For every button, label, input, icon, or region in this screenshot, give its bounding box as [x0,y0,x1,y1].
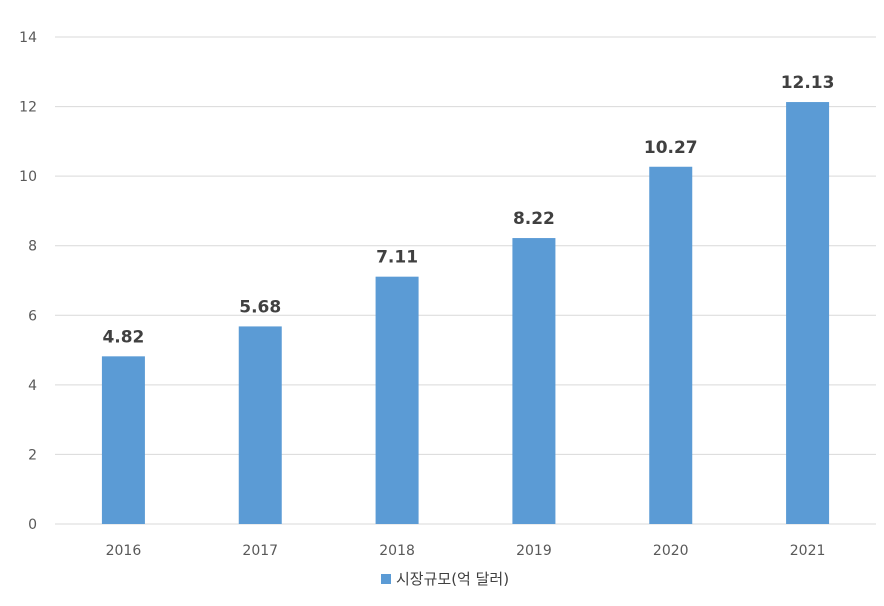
bar-2017 [238,326,282,524]
y-tick-label: 6 [28,308,37,324]
data-label-2019: 8.22 [513,209,555,229]
data-label-2021: 12.13 [781,73,835,93]
bars [101,102,830,524]
data-label-2020: 10.27 [644,138,698,158]
legend-label: 시장규모(억 달러) [396,570,509,588]
x-tick-label-2018: 2018 [379,543,415,559]
gridlines [55,36,876,525]
x-axis-tick-labels: 2016 2017 2018 2019 2020 2021 [106,543,826,559]
x-tick-label-2017: 2017 [242,543,278,559]
data-labels: 4.82 5.68 7.11 8.22 10.27 12.13 [102,73,834,347]
y-tick-label: 4 [28,378,37,394]
y-tick-label: 2 [28,447,37,463]
y-tick-label: 8 [28,239,37,255]
data-label-2018: 7.11 [376,248,418,268]
y-tick-label: 10 [19,169,37,185]
data-label-2016: 4.82 [102,327,144,347]
x-tick-label-2020: 2020 [653,543,689,559]
bar-2018 [375,276,419,524]
x-tick-label-2019: 2019 [516,543,552,559]
bar-2019 [512,238,556,524]
legend-swatch [381,574,391,584]
x-tick-label-2016: 2016 [106,543,142,559]
y-tick-label: 14 [19,30,37,46]
bar-2021 [786,102,830,524]
y-tick-label: 0 [28,517,37,533]
x-tick-label-2021: 2021 [790,543,826,559]
legend: 시장규모(억 달러) [381,570,509,588]
y-tick-label: 12 [19,100,37,116]
data-label-2017: 5.68 [239,297,281,317]
bar-2020 [649,166,693,524]
bar-2016 [101,356,145,524]
y-axis-tick-labels: 0 2 4 6 8 10 12 14 [19,30,37,533]
